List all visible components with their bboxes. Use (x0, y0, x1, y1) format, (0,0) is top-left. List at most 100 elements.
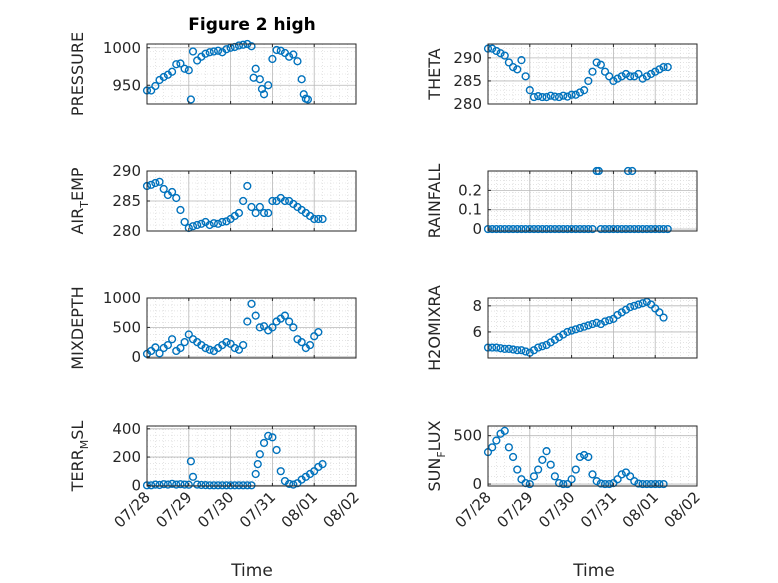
y-axis-label: H2OMIXRA (425, 285, 444, 371)
data-point (646, 224, 656, 234)
data-point (621, 305, 631, 314)
data-point (517, 346, 526, 355)
data-point (596, 224, 605, 234)
y-tick-label: 285 (112, 192, 141, 210)
data-point (226, 339, 235, 348)
data-point (488, 343, 497, 352)
y-tick-label: 1000 (103, 289, 141, 307)
data-point (525, 479, 534, 489)
data-point (184, 480, 193, 489)
data-point (239, 196, 248, 206)
y-tick-label: 0.1 (458, 201, 482, 219)
data-point (550, 472, 559, 481)
data-point (293, 57, 302, 66)
data-point (272, 45, 281, 55)
x-tick-label: 07/31 (577, 488, 620, 531)
data-point (521, 347, 530, 356)
data-point (534, 224, 543, 234)
data-point (314, 214, 323, 224)
data-point (230, 343, 239, 353)
y-tick-label: 200 (112, 448, 141, 466)
data-point (592, 318, 601, 327)
data-point (617, 224, 626, 234)
data-point (559, 91, 568, 100)
data-point (588, 319, 597, 329)
data-point (617, 72, 626, 81)
data-point (634, 300, 643, 309)
data-point (163, 340, 173, 350)
data-point (513, 346, 522, 355)
data-point (596, 479, 605, 488)
data-point (626, 472, 635, 481)
data-point (167, 335, 177, 344)
data-point (534, 465, 543, 474)
data-point (209, 47, 218, 56)
data-point (496, 344, 505, 353)
data-point (259, 90, 269, 99)
data-point (605, 479, 614, 489)
plot-area (147, 426, 356, 486)
data-point (197, 219, 206, 228)
data-point (621, 224, 631, 234)
subplot-2: 280 285 290 THETA (425, 43, 698, 113)
data-point (575, 452, 585, 462)
data-point (218, 481, 227, 490)
data-point (176, 205, 185, 215)
data-point (567, 224, 576, 234)
data-point (276, 46, 285, 55)
data-point (542, 92, 551, 102)
data-point (575, 224, 585, 234)
x-tick-label: 07/31 (236, 488, 279, 531)
subplot-5: 0 500 1000 MIXDEPTH (68, 286, 357, 370)
data-point (218, 217, 227, 227)
y-axis-label: RAINFALL (425, 164, 444, 239)
x-axis-label-right: Time (572, 561, 615, 581)
data-point (600, 479, 610, 489)
data-point (205, 48, 214, 57)
data-point (197, 480, 206, 490)
data-point (592, 477, 601, 486)
data-point (517, 224, 526, 234)
data-point (176, 59, 185, 68)
data-point (289, 480, 298, 489)
data-point (655, 479, 664, 489)
data-point (554, 333, 564, 342)
data-point (500, 51, 509, 60)
data-point (184, 330, 193, 339)
data-point (550, 224, 559, 234)
subplot-1: 950 1000 PRESSURE (68, 32, 357, 116)
data-point (571, 465, 580, 474)
data-point (492, 343, 501, 352)
data-point (251, 64, 260, 73)
y-tick-label: 280 (453, 95, 482, 113)
data-point (193, 480, 202, 489)
data-point (186, 457, 195, 466)
data-point (159, 72, 168, 82)
data-point (655, 308, 664, 317)
data-point (584, 321, 593, 330)
data-point (176, 343, 185, 353)
data-point (299, 90, 308, 99)
data-point (159, 184, 168, 194)
y-tick-label: 0 (131, 348, 141, 366)
data-point (243, 317, 252, 326)
data-point (642, 297, 651, 307)
data-point (251, 311, 260, 320)
data-point (542, 224, 551, 234)
data-point (213, 46, 223, 55)
data-point (584, 224, 593, 234)
data-point (186, 95, 195, 104)
data-point (638, 299, 647, 308)
data-point (513, 65, 522, 74)
data-point (222, 481, 231, 490)
data-point (529, 472, 539, 481)
data-point (504, 224, 514, 234)
data-point (488, 443, 497, 452)
data-point (504, 344, 514, 353)
data-point (205, 220, 214, 230)
data-point (255, 323, 264, 332)
y-tick-label: 6 (472, 323, 482, 341)
y-tick-label: 500 (453, 427, 482, 445)
data-point (259, 322, 269, 331)
data-point (222, 45, 231, 54)
